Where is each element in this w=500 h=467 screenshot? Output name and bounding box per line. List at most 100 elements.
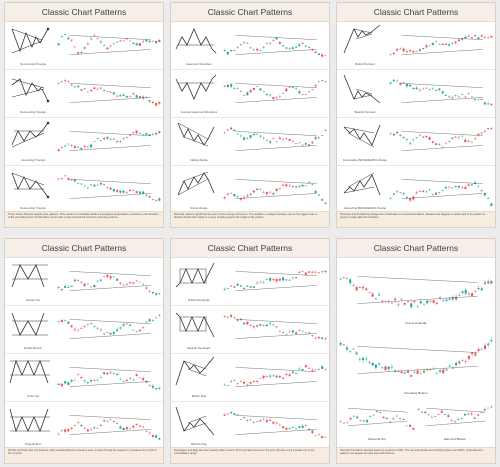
candle-body [252,422,255,423]
candle-body [308,332,311,334]
candle-body [428,137,431,140]
candle-body [233,129,236,132]
candle-body [435,302,438,305]
candle-body [96,379,99,381]
candle-body [477,414,480,416]
candle-body [451,367,454,369]
candle-body [272,279,275,281]
candle-body [272,375,275,377]
candle-body [435,90,438,91]
candle-body [246,285,249,287]
candle-body [447,415,450,417]
candle-body [109,276,112,279]
candle-body [67,286,70,288]
panel-tops-bottoms: Classic Chart Patterns Double Top Double… [4,238,164,464]
trend-line [69,367,151,372]
candle-body [288,138,291,141]
candle-body [77,280,80,281]
candle-body [467,184,470,186]
trend-line [235,49,317,55]
candle-body [362,420,365,422]
candle-body [119,327,122,329]
candle-body [371,293,374,297]
candle-body [125,96,128,98]
pattern-row: Symmetrical Triangle [5,21,163,70]
candle-body [249,47,252,49]
candle-body [422,48,425,50]
candle-body [236,133,239,135]
candle-body [158,198,161,201]
pattern-chart [223,79,327,103]
candle-body [158,387,161,389]
panel-footer: Double and triple tops and bottoms mark … [5,447,163,463]
candle-body [70,380,73,382]
candle-body [406,301,410,303]
candle-body [272,138,275,140]
candle-body [252,381,255,382]
trend-line [235,381,317,387]
candle-body [265,420,268,423]
candle-body [392,133,395,136]
candle-body [487,37,490,38]
candle-body [381,367,384,369]
candle-body [314,85,317,87]
candle-body [243,381,246,384]
candle-body [60,36,63,37]
candle-body [431,43,434,45]
candle-body [487,343,490,345]
candle-body [148,134,151,136]
candle-body [402,193,405,195]
pattern-diagram [175,262,215,288]
candle-body [138,191,141,194]
candle-body [64,381,67,384]
candle-body [122,190,125,193]
candle-body [278,42,281,44]
pattern-diagram [343,172,381,196]
candle-body [142,283,145,285]
candle-body [362,287,365,289]
pattern-row: Double Bottom [5,305,163,354]
candle-body [392,193,395,195]
candle-body [458,361,461,364]
candle-body [477,133,480,135]
candle-body [60,81,63,83]
candle-body [155,435,158,438]
pattern-chart [57,415,161,440]
candle-body [148,385,151,387]
pattern-label: Descending Triangle [20,110,46,114]
candle-body [487,281,490,284]
pattern-diagram [9,408,50,433]
candle-body [324,130,327,131]
pattern-chart [389,33,493,56]
candle-body [418,89,421,91]
pattern-diagram [175,312,215,338]
candle-body [236,196,239,197]
candle-body [285,88,288,92]
candle-body [129,134,132,136]
candle-body [86,43,89,45]
candle-body [304,185,307,187]
candle-body [262,191,265,193]
candle-body [483,192,486,196]
candle-body [226,129,229,131]
candle-body [90,38,93,40]
candle-body [106,420,109,422]
candle-body [259,324,262,326]
candle-body [77,146,80,148]
candle-body [418,134,421,136]
candle-body [426,300,429,304]
candle-body [461,94,464,95]
candle-body [64,175,67,177]
candle-body [352,348,355,350]
candle-body [109,187,112,190]
candle-body [295,143,298,145]
candle-body [389,54,392,55]
candle-body [57,286,60,288]
candle-body [356,416,359,419]
trend-line [235,35,317,40]
candle-body [426,369,429,371]
trend-line [69,319,151,324]
candle-body [158,293,161,294]
pattern-diagram [11,172,50,199]
candle-body [464,361,467,362]
